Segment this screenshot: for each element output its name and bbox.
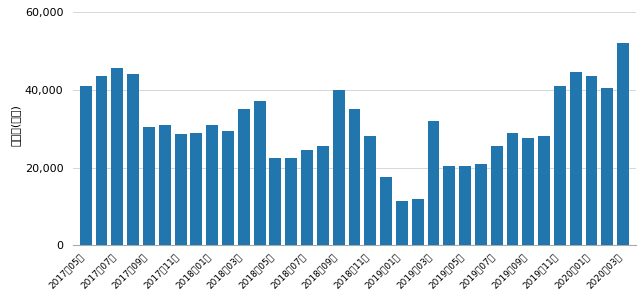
Bar — [222, 131, 234, 245]
Bar — [396, 201, 408, 245]
Bar — [238, 109, 250, 245]
Bar — [333, 90, 344, 245]
Bar — [269, 158, 282, 245]
Y-axis label: 거래량(건수): 거래량(건수) — [11, 104, 20, 146]
Bar — [301, 150, 313, 245]
Bar — [175, 134, 186, 245]
Bar — [538, 136, 550, 245]
Bar — [349, 109, 360, 245]
Bar — [285, 158, 297, 245]
Bar — [522, 138, 534, 245]
Bar — [380, 177, 392, 245]
Bar — [491, 146, 502, 245]
Bar — [159, 125, 171, 245]
Bar — [428, 121, 440, 245]
Bar — [111, 68, 124, 245]
Bar — [206, 125, 218, 245]
Bar — [602, 88, 613, 245]
Bar — [364, 136, 376, 245]
Bar — [444, 166, 455, 245]
Bar — [475, 164, 487, 245]
Bar — [191, 133, 202, 245]
Bar — [143, 127, 155, 245]
Bar — [554, 86, 566, 245]
Bar — [570, 72, 582, 245]
Bar — [507, 133, 518, 245]
Bar — [80, 86, 92, 245]
Bar — [586, 76, 598, 245]
Bar — [253, 101, 266, 245]
Bar — [317, 146, 329, 245]
Bar — [459, 166, 471, 245]
Bar — [127, 74, 139, 245]
Bar — [617, 43, 629, 245]
Bar — [95, 76, 108, 245]
Bar — [412, 199, 424, 245]
